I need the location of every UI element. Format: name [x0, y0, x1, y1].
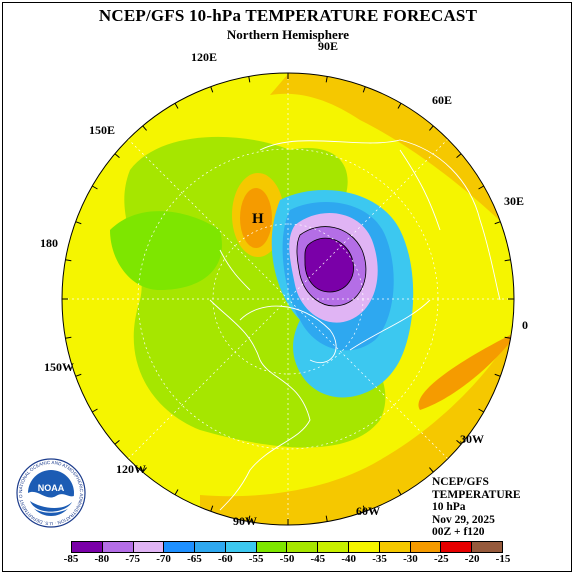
rim-tick	[75, 221, 82, 225]
rim-tick	[174, 103, 179, 109]
rim-tick	[114, 440, 120, 445]
coastlines	[209, 139, 501, 511]
lon-label-30e: 30E	[504, 194, 525, 208]
colorbar-segment	[72, 542, 103, 552]
colorbar-segment	[472, 542, 502, 552]
rim-tick	[75, 373, 82, 377]
rim-tick	[142, 125, 147, 131]
rim-tick	[65, 336, 72, 339]
rim-tick	[248, 76, 251, 83]
rim-tick	[429, 125, 434, 131]
rim-tick	[210, 86, 214, 93]
rim-tick	[494, 221, 501, 225]
rim-tick	[92, 408, 98, 413]
colorbar-label: -55	[248, 553, 264, 565]
rim-tick	[397, 489, 402, 495]
noaa-logo: NATIONAL OCEANIC AND ATMOSPHERIC ADMINIS…	[16, 458, 86, 528]
colorbar-segment	[410, 542, 442, 552]
colorbar-label: -50	[279, 553, 295, 565]
colorbar-segment	[287, 542, 319, 552]
colorbar-label: -20	[464, 553, 480, 565]
rim-tick	[478, 185, 484, 190]
rim-tick	[174, 489, 179, 495]
lon-label-30w: 30W	[460, 432, 484, 446]
rim-tick	[456, 440, 462, 445]
colorbar-label: -80	[94, 553, 110, 565]
rim-tick	[325, 76, 328, 83]
colorbar-label: -25	[433, 553, 449, 565]
rim-tick	[210, 505, 214, 512]
rim-tick	[92, 185, 98, 190]
vortex-core	[304, 238, 354, 292]
rim-tick	[504, 259, 511, 262]
rim-tick	[429, 467, 434, 473]
rim-tick	[248, 515, 251, 522]
contour-lines	[296, 226, 367, 307]
lon-label-180: 180	[40, 236, 58, 250]
colorbar-label: -75	[125, 553, 141, 565]
colorbar-segment	[164, 542, 196, 552]
rim-tick	[478, 408, 484, 413]
colorbar-label: -30	[403, 553, 418, 565]
colorbar-segment	[318, 542, 350, 552]
info-level: 10 hPa	[432, 501, 466, 513]
rim-tick	[456, 153, 462, 158]
rim-tick	[325, 515, 328, 522]
colorbar-label: -60	[217, 553, 233, 565]
colorbar-segment	[379, 542, 411, 552]
lon-label-120w: 120W	[116, 462, 146, 476]
rim-tick	[142, 467, 147, 473]
info-variable: TEMPERATURE	[432, 488, 521, 501]
lon-label-90e: 90E	[318, 39, 339, 53]
colorbar-label: -45	[310, 553, 326, 565]
lon-label-60w: 60W	[356, 504, 380, 518]
rim-tick	[397, 103, 402, 109]
colorbar-label: -40	[341, 553, 357, 565]
colorbar-label: -15	[495, 553, 511, 565]
colorbar-segment	[256, 542, 288, 552]
noaa-logo-text: NOAA	[38, 483, 65, 493]
lon-label-0: 0	[522, 318, 528, 332]
info-date: Nov 29, 2025	[432, 513, 495, 526]
rim-tick	[504, 336, 511, 339]
rim-tick	[494, 373, 501, 377]
rim-tick	[362, 86, 366, 93]
rim-tick	[114, 153, 120, 158]
colorbar-segment	[441, 542, 473, 552]
rim-tick	[65, 259, 72, 262]
colorbar-label: -70	[156, 553, 171, 565]
colorbar-segment	[133, 542, 165, 552]
colorbar-label: -65	[187, 553, 202, 565]
rim-tick	[362, 505, 366, 512]
lon-label-60e: 60E	[432, 93, 453, 107]
colorbar-segment	[102, 542, 134, 552]
chart-subtitle: Northern Hemisphere	[226, 27, 350, 42]
temperature-colorbar	[71, 541, 503, 553]
colorbar-segment	[349, 542, 380, 552]
forecast-info: NCEP/GFS TEMPERATURE 10 hPa Nov 29, 2025…	[432, 476, 521, 539]
colorbar-labels: -85 -80 -75 -70 -65 -60 -55 -50 -45 -40 -35 -30 -25 -…	[60, 553, 520, 567]
info-model: NCEP/GFS	[432, 476, 489, 488]
high-pressure-marker: H	[252, 211, 264, 227]
lon-label-150w: 150W	[44, 360, 74, 374]
image-frame	[2, 2, 572, 572]
graticule	[62, 73, 514, 525]
chart-title: NCEP/GFS 10-hPa TEMPERATURE FORECAST	[98, 6, 478, 25]
colorbar-segment	[225, 542, 257, 552]
lon-label-90w: 90W	[233, 514, 257, 528]
lon-label-150e: 150E	[89, 123, 116, 137]
colorbar-label: -35	[372, 553, 387, 565]
lon-label-120e: 120E	[191, 50, 218, 64]
colorbar-label: -85	[63, 553, 79, 565]
info-forecast-hour: 00Z + f120	[432, 526, 485, 538]
colorbar-segment	[195, 542, 226, 552]
rim-ticks	[62, 73, 514, 525]
